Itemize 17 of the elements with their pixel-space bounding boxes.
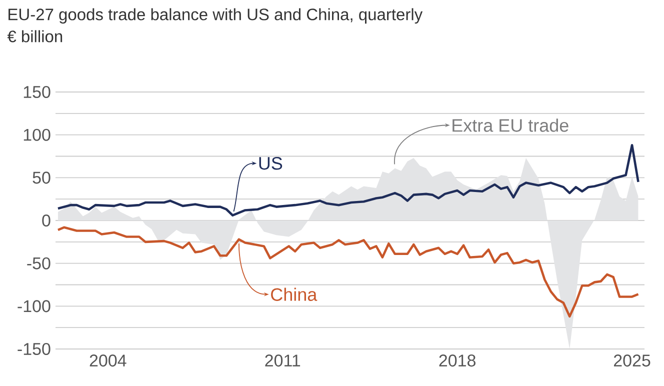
x-tick-label: 2011 [265, 354, 300, 367]
x-tick-label: 2025 [614, 354, 650, 367]
y-tick-label: 0 [42, 214, 50, 227]
y-tick-label: 50 [32, 172, 50, 184]
y-tick-label: 150 [24, 86, 50, 98]
y-tick-label: -150 [18, 342, 50, 356]
y-tick-label: -50 [27, 257, 50, 270]
chart-subtitle: € billion [7, 30, 62, 42]
line-series [56, 144, 640, 217]
x-tick-label: 2018 [439, 354, 476, 367]
y-tick-label: 100 [24, 128, 50, 141]
annotation: Extra EU trade [452, 118, 568, 132]
annotation: China [271, 288, 318, 301]
chart-title: EU-27 goods trade balance with US and China, quarterly [8, 8, 423, 24]
y-tick-label: -100 [18, 300, 50, 312]
annotation: US [259, 156, 282, 170]
x-tick-label: 2004 [90, 354, 126, 367]
